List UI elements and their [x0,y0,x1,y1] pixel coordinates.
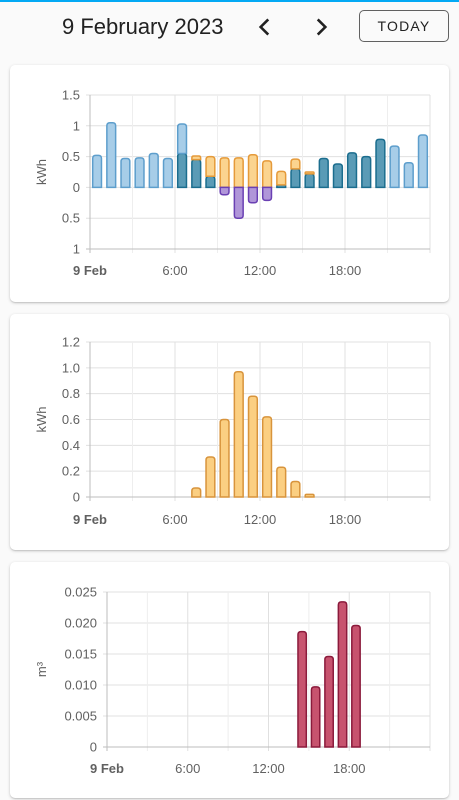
x-tick-label: 12:00 [252,761,285,776]
y-tick-label: 1 [73,118,80,133]
chart-bar[interactable] [417,134,429,189]
chart-bar[interactable] [318,157,329,189]
previous-day-button[interactable] [252,14,278,40]
chart-bar[interactable] [247,186,259,204]
chevron-left-icon [258,18,270,36]
x-tick-label: 9 Feb [73,512,107,527]
energy-usage-chart: 1.5 1 0.5 0 0.5 1 9 Feb 6:00 12:00 18:00 kWh [34,88,431,278]
y-tick-label: 1.5 [62,88,80,103]
y-tick-label: 0.015 [64,647,97,662]
y-tick-label: 1 [73,242,80,257]
chart-bar[interactable] [290,168,301,189]
chart-bar[interactable] [91,154,103,189]
chart-bar[interactable] [290,480,301,498]
y-tick-label: 0 [90,740,97,755]
date-header: 9 February 2023 TODAY [0,2,459,52]
chart-bar[interactable] [351,624,361,748]
chart-bar[interactable] [361,155,372,189]
y-axis-label: m³ [34,661,49,677]
chart-bar[interactable] [276,466,287,498]
x-tick-label: 12:00 [244,512,277,527]
y-tick-label: 1.0 [62,360,80,375]
chart-bar[interactable] [233,370,244,498]
x-tick-label: 6:00 [162,263,187,278]
energy-usage-card: 1.5 1 0.5 0 0.5 1 9 Feb 6:00 12:00 18:00 kWh [10,65,449,302]
y-tick-label: 0.005 [64,709,97,724]
chart-bar[interactable] [219,418,230,498]
x-tick-label: 12:00 [244,263,277,278]
chart-bar[interactable] [389,145,400,189]
solar-production-chart: 1.2 1.0 0.8 0.6 0.4 0.2 0 9 Feb 6:00 12:00 18:00 kW… [34,335,431,527]
y-tick-label: 0.010 [64,678,97,693]
y-axis-label: kWh [34,159,49,185]
y-tick-label: 1.2 [62,335,80,350]
x-tick-label: 9 Feb [90,761,124,776]
chart-bar[interactable] [247,154,259,189]
chart-bar[interactable] [205,456,216,498]
chart-bar[interactable] [106,121,117,189]
chart-bar[interactable] [120,157,131,189]
chart-bar[interactable] [176,152,188,189]
today-button[interactable]: TODAY [359,10,449,42]
chart-bar[interactable] [310,686,321,748]
chart-bar[interactable] [304,171,315,175]
chart-bar[interactable] [205,175,216,189]
x-tick-label: 6:00 [162,512,187,527]
chart-bar[interactable] [247,395,259,498]
chart-bar[interactable] [346,152,358,189]
chart-bar[interactable] [233,157,244,189]
y-tick-label: 0.6 [62,412,80,427]
chart-bar[interactable] [191,155,202,161]
y-tick-label: 0.4 [62,438,80,453]
chart-bar[interactable] [261,160,273,189]
chart-bar[interactable] [134,157,145,189]
chart-bar[interactable] [219,157,230,189]
y-tick-label: 0 [73,180,80,195]
y-tick-label: 0.025 [64,585,97,600]
chart-bar[interactable] [324,655,334,748]
chart-bar[interactable] [148,152,159,189]
top-accent-bar [0,0,459,2]
chart-bar[interactable] [290,158,301,170]
y-axis-label: kWh [34,407,49,433]
chart-bar[interactable] [403,162,414,189]
chart-bar[interactable] [332,163,344,189]
chart-bar[interactable] [219,186,230,196]
x-tick-label: 18:00 [329,512,362,527]
solar-production-card: 1.2 1.0 0.8 0.6 0.4 0.2 0 9 Feb 6:00 12:00 18:00 kW… [10,314,449,550]
chart-bar[interactable] [191,158,202,189]
x-tick-label: 18:00 [329,263,362,278]
y-tick-label: 0.5 [62,211,80,226]
chart-bar[interactable] [304,173,315,189]
gas-consumption-chart: 0.025 0.020 0.015 0.010 0.005 0 9 Feb 6:00 12:00… [34,585,431,776]
y-tick-label: 0.8 [62,386,80,401]
x-tick-label: 6:00 [175,761,200,776]
next-day-button[interactable] [308,14,334,40]
chart-bar[interactable] [375,138,386,189]
x-tick-label: 9 Feb [73,263,107,278]
date-title: 9 February 2023 [62,14,224,39]
chart-bar[interactable] [162,157,174,189]
chart-bar[interactable] [261,416,273,498]
chart-bar[interactable] [297,630,308,748]
chart-bar[interactable] [205,155,216,178]
gas-consumption-card: 0.025 0.020 0.015 0.010 0.005 0 9 Feb 6:00 12:00… [10,562,449,798]
y-tick-label: 0.2 [62,464,80,479]
chart-bar[interactable] [276,170,287,186]
chart-bar[interactable] [176,123,188,155]
chart-bar[interactable] [191,487,202,498]
y-tick-label: 0.020 [64,616,97,631]
chart-bar[interactable] [233,186,244,219]
chevron-right-icon [316,18,328,36]
chart-bar[interactable] [261,186,273,202]
y-tick-label: 0.5 [62,149,80,164]
x-tick-label: 18:00 [333,761,366,776]
chart-bar[interactable] [337,601,348,748]
y-tick-label: 0 [73,490,80,505]
chart-bar[interactable] [304,493,315,498]
